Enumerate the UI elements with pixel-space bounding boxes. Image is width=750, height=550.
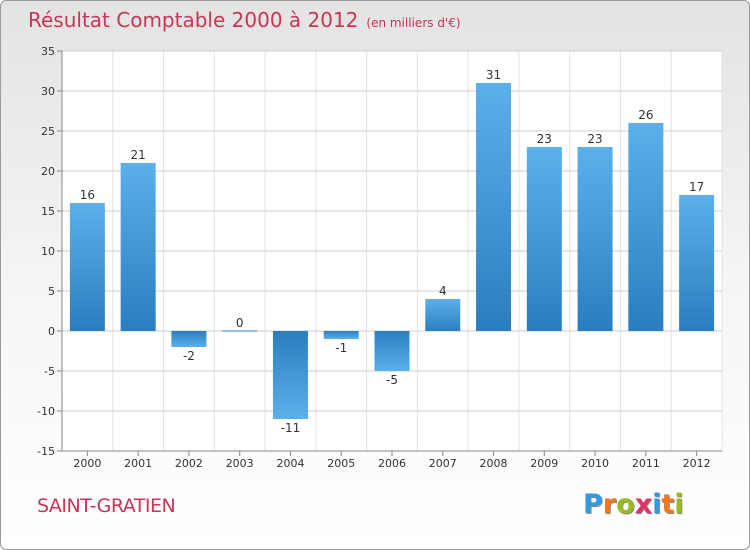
- x-tick-label: 2001: [124, 457, 152, 470]
- bar: [425, 299, 461, 331]
- title-text: Résultat Comptable 2000 à 2012: [28, 8, 359, 32]
- data-label: 16: [80, 188, 95, 202]
- logo-letter: i: [652, 489, 662, 520]
- bar: [679, 195, 715, 331]
- x-tick-label: 2005: [327, 457, 355, 470]
- bar: [222, 330, 258, 332]
- x-tick-label: 2007: [429, 457, 457, 470]
- logo-letter: r: [602, 489, 617, 520]
- x-tick-label: 2003: [226, 457, 254, 470]
- y-tick-label: 30: [41, 85, 55, 98]
- chart-title: Résultat Comptable 2000 à 2012 (en millie…: [28, 8, 461, 32]
- bar: [171, 331, 207, 347]
- x-tick-label: 2006: [378, 457, 406, 470]
- data-label: 23: [537, 132, 552, 146]
- data-label: -2: [183, 349, 195, 363]
- x-tick-label: 2010: [581, 457, 609, 470]
- y-tick-label: 35: [41, 45, 55, 58]
- data-label: -11: [281, 421, 301, 435]
- bar: [476, 83, 512, 331]
- logo-letter: o: [616, 489, 635, 520]
- x-tick-label: 2004: [276, 457, 304, 470]
- x-tick-label: 2008: [480, 457, 508, 470]
- logo-letter: t: [661, 489, 675, 520]
- proxiti-logo: Proxiti: [583, 489, 684, 520]
- bar: [526, 147, 562, 331]
- data-label: 21: [131, 148, 146, 162]
- bar: [323, 331, 359, 339]
- bar: [272, 331, 308, 419]
- y-tick-label: -15: [37, 445, 55, 458]
- commune-name: SAINT-GRATIEN: [37, 495, 176, 517]
- data-label: 26: [638, 108, 653, 122]
- x-tick-label: 2009: [530, 457, 558, 470]
- x-tick-label: 2012: [683, 457, 711, 470]
- bar: [69, 203, 105, 331]
- x-tick-label: 2002: [175, 457, 203, 470]
- bar: [120, 163, 156, 331]
- y-tick-label: 10: [41, 245, 55, 258]
- data-label: 4: [439, 284, 447, 298]
- logo-letter: i: [674, 489, 684, 520]
- data-label: 23: [587, 132, 602, 146]
- data-label: 17: [689, 180, 704, 194]
- y-tick-label: -10: [37, 405, 55, 418]
- data-label: -5: [386, 373, 398, 387]
- subtitle-text: (en milliers d'€): [366, 16, 461, 30]
- x-tick-label: 2011: [632, 457, 660, 470]
- logo-letter: x: [634, 489, 653, 520]
- x-tick-label: 2000: [73, 457, 101, 470]
- bar: [577, 147, 613, 331]
- y-tick-label: -5: [44, 365, 55, 378]
- data-label: 31: [486, 68, 501, 82]
- y-tick-label: 25: [41, 125, 55, 138]
- logo-letter: P: [583, 489, 603, 520]
- bar: [628, 123, 664, 331]
- bar: [374, 331, 410, 371]
- data-label: -1: [335, 341, 347, 355]
- y-tick-label: 15: [41, 205, 55, 218]
- y-tick-label: 20: [41, 165, 55, 178]
- y-tick-label: 0: [48, 325, 55, 338]
- data-label: 0: [236, 316, 244, 330]
- y-tick-label: 5: [48, 285, 55, 298]
